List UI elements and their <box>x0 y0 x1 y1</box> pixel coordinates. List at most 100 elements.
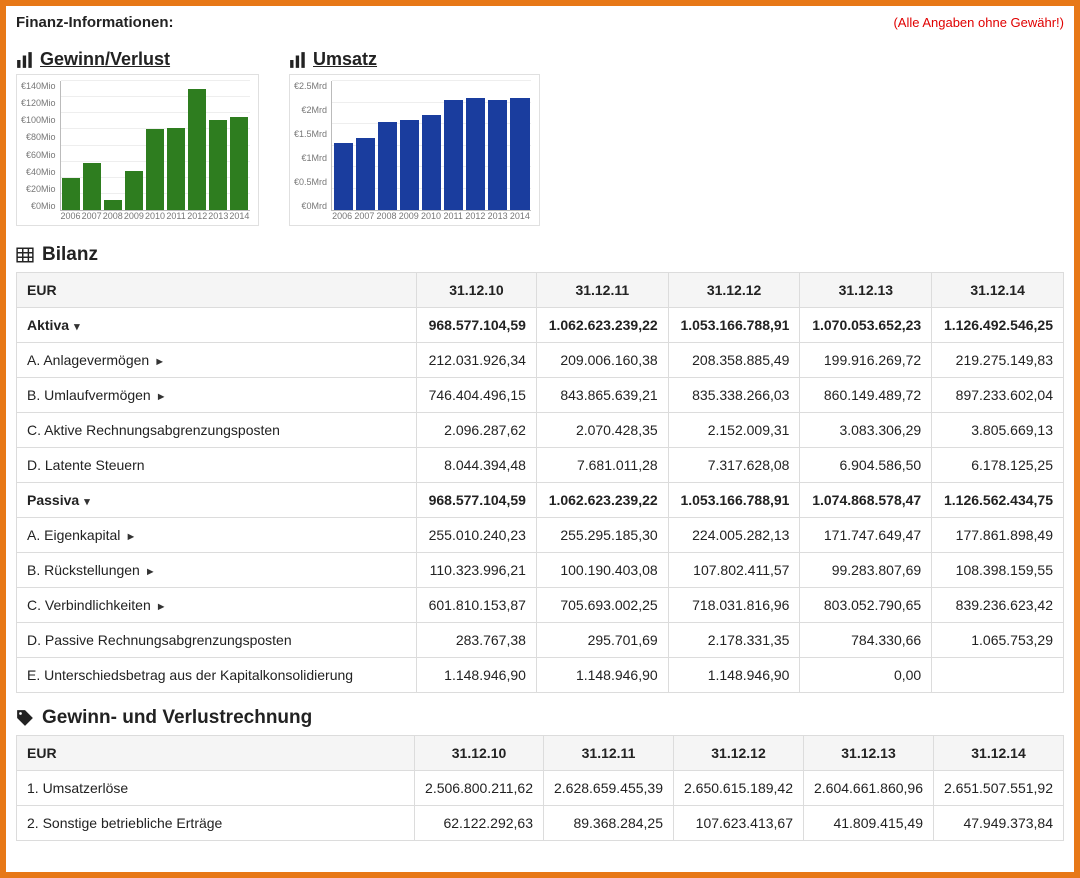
row-label[interactable]: B. Rückstellungen ► <box>17 553 417 588</box>
cell-value: 107.623.413,67 <box>674 806 804 841</box>
cell-value: 100.190.403,08 <box>536 553 668 588</box>
cell-value: 224.005.282,13 <box>668 518 800 553</box>
guv-header-date: 31.12.13 <box>804 736 934 771</box>
cell-value: 1.148.946,90 <box>668 658 800 693</box>
table-row: C. Aktive Rechnungsabgrenzungsposten2.09… <box>17 413 1064 448</box>
x-axis-label: 2007 <box>353 211 375 221</box>
y-axis-label: €140Mio <box>21 81 56 91</box>
x-axis-label: 2014 <box>509 211 531 221</box>
cell-value: 2.070.428,35 <box>536 413 668 448</box>
chart-bar <box>146 129 164 210</box>
chart-profit: €140Mio€120Mio€100Mio€80Mio€60Mio€40Mio€… <box>16 74 259 226</box>
cell-value: 107.802.411,57 <box>668 553 800 588</box>
cell-value: 1.062.623.239,22 <box>536 483 668 518</box>
cell-value: 0,00 <box>800 658 932 693</box>
row-label: D. Latente Steuern <box>17 448 417 483</box>
expand-icon[interactable]: ► <box>153 391 167 403</box>
table-row[interactable]: C. Verbindlichkeiten ►601.810.153,87705.… <box>17 588 1064 623</box>
chart-revenue: €2.5Mrd€2Mrd€1.5Mrd€1Mrd€0.5Mrd€0Mrd 200… <box>289 74 540 226</box>
section-heading-bilanz-label: Bilanz <box>42 244 98 266</box>
x-axis-label: 2011 <box>442 211 464 221</box>
bar-chart-icon <box>289 51 307 69</box>
x-axis-label: 2012 <box>187 211 208 221</box>
page-title: Finanz-Informationen: <box>16 14 174 31</box>
cell-value: 1.053.166.788,91 <box>668 483 800 518</box>
cell-value: 2.628.659.455,39 <box>544 771 674 806</box>
cell-value: 2.604.661.860,96 <box>804 771 934 806</box>
guv-header-date: 31.12.10 <box>415 736 544 771</box>
section-heading-bilanz: Bilanz <box>16 244 1064 266</box>
bar-chart-icon <box>16 51 34 69</box>
chart-bar <box>400 120 419 210</box>
collapse-icon[interactable]: ▾ <box>71 321 80 333</box>
cell-value: 968.577.104,59 <box>417 308 537 343</box>
y-axis-label: €2Mrd <box>294 105 327 115</box>
table-icon <box>16 246 34 264</box>
x-axis-label: 2006 <box>331 211 353 221</box>
cell-value: 1.126.492.546,25 <box>932 308 1064 343</box>
cell-value: 177.861.898,49 <box>932 518 1064 553</box>
row-label[interactable]: C. Verbindlichkeiten ► <box>17 588 417 623</box>
cell-value: 2.178.331,35 <box>668 623 800 658</box>
table-guv: EUR31.12.1031.12.1131.12.1231.12.1331.12… <box>16 735 1064 841</box>
x-axis-label: 2008 <box>102 211 123 221</box>
bilanz-header-date: 31.12.13 <box>800 273 932 308</box>
row-label[interactable]: Passiva ▾ <box>17 483 417 518</box>
cell-value: 835.338.266,03 <box>668 378 800 413</box>
cell-value: 108.398.159,55 <box>932 553 1064 588</box>
cell-value: 2.506.800.211,62 <box>415 771 544 806</box>
cell-value: 839.236.623,42 <box>932 588 1064 623</box>
chart-bar <box>230 117 248 210</box>
chart-title-revenue-label: Umsatz <box>313 49 377 70</box>
cell-value: 968.577.104,59 <box>417 483 537 518</box>
cell-value: 1.053.166.788,91 <box>668 308 800 343</box>
row-label[interactable]: B. Umlaufvermögen ► <box>17 378 417 413</box>
cell-value: 99.283.807,69 <box>800 553 932 588</box>
table-row[interactable]: Aktiva ▾968.577.104,591.062.623.239,221.… <box>17 308 1064 343</box>
row-label: D. Passive Rechnungsabgrenzungsposten <box>17 623 417 658</box>
cell-value: 843.865.639,21 <box>536 378 668 413</box>
table-row[interactable]: A. Eigenkapital ►255.010.240,23255.295.1… <box>17 518 1064 553</box>
row-label[interactable]: A. Eigenkapital ► <box>17 518 417 553</box>
cell-value: 110.323.996,21 <box>417 553 537 588</box>
chart-bar <box>444 100 463 210</box>
cell-value: 199.916.269,72 <box>800 343 932 378</box>
row-label: E. Unterschiedsbetrag aus der Kapitalkon… <box>17 658 417 693</box>
guv-header-date: 31.12.14 <box>934 736 1064 771</box>
table-row: E. Unterschiedsbetrag aus der Kapitalkon… <box>17 658 1064 693</box>
expand-icon[interactable]: ► <box>142 566 156 578</box>
cell-value: 212.031.926,34 <box>417 343 537 378</box>
chart-bar <box>188 89 206 210</box>
cell-value: 3.083.306,29 <box>800 413 932 448</box>
cell-value: 3.805.669,13 <box>932 413 1064 448</box>
expand-icon[interactable]: ► <box>151 356 165 368</box>
cell-value: 209.006.160,38 <box>536 343 668 378</box>
chart-title-revenue: Umsatz <box>289 49 540 70</box>
y-axis-label: €100Mio <box>21 115 56 125</box>
table-row[interactable]: B. Umlaufvermögen ►746.404.496,15843.865… <box>17 378 1064 413</box>
cell-value: 89.368.284,25 <box>544 806 674 841</box>
row-label[interactable]: Aktiva ▾ <box>17 308 417 343</box>
bilanz-header-date: 31.12.14 <box>932 273 1064 308</box>
expand-icon[interactable]: ► <box>153 601 167 613</box>
table-row[interactable]: Passiva ▾968.577.104,591.062.623.239,221… <box>17 483 1064 518</box>
cell-value: 2.650.615.189,42 <box>674 771 804 806</box>
row-label[interactable]: A. Anlagevermögen ► <box>17 343 417 378</box>
cell-value: 6.904.586,50 <box>800 448 932 483</box>
chart-bar <box>62 178 80 210</box>
table-row[interactable]: A. Anlagevermögen ►212.031.926,34209.006… <box>17 343 1064 378</box>
chart-bar <box>510 98 529 210</box>
cell-value: 8.044.394,48 <box>417 448 537 483</box>
chart-bar <box>378 122 397 210</box>
cell-value: 255.295.185,30 <box>536 518 668 553</box>
expand-icon[interactable]: ► <box>122 531 136 543</box>
collapse-icon[interactable]: ▾ <box>81 496 90 508</box>
cell-value: 283.767,38 <box>417 623 537 658</box>
x-axis-label: 2006 <box>60 211 81 221</box>
table-bilanz: EUR31.12.1031.12.1131.12.1231.12.1331.12… <box>16 272 1064 693</box>
cell-value: 7.681.011,28 <box>536 448 668 483</box>
table-row[interactable]: B. Rückstellungen ►110.323.996,21100.190… <box>17 553 1064 588</box>
guv-header-label: EUR <box>17 736 415 771</box>
y-axis-label: €1Mrd <box>294 153 327 163</box>
chart-bar <box>125 171 143 210</box>
